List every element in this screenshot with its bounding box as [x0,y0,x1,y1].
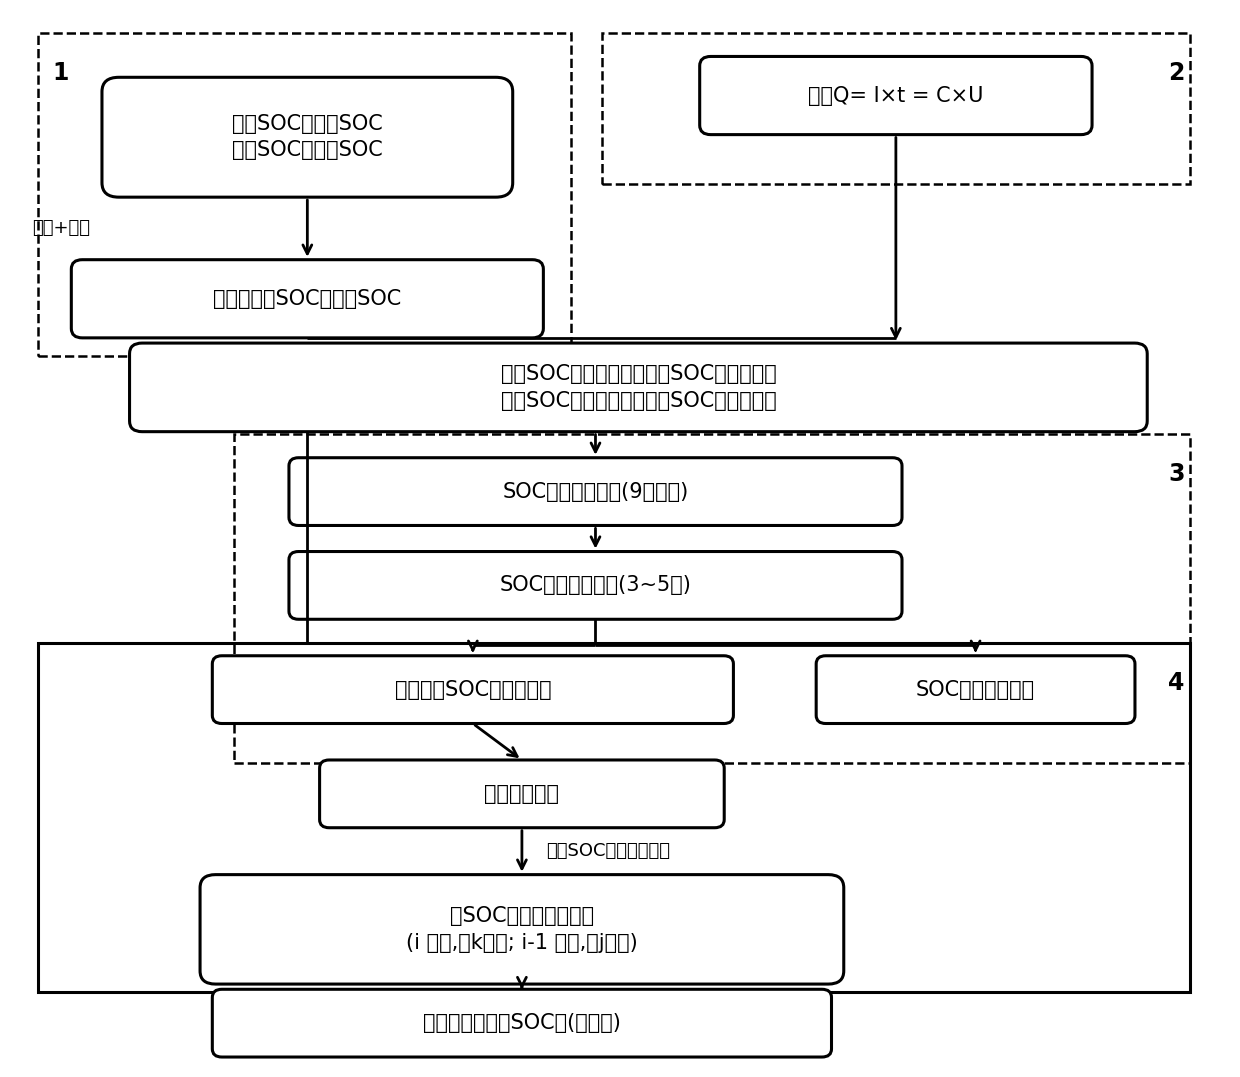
Text: 4: 4 [1168,671,1184,695]
FancyBboxPatch shape [102,78,512,197]
FancyBboxPatch shape [200,875,843,984]
FancyBboxPatch shape [289,458,901,526]
Text: 输出各时刻各点SOC值(带标号): 输出各时刻各点SOC值(带标号) [423,1013,621,1033]
FancyBboxPatch shape [212,656,733,724]
Text: 各时刻的SOC离散点数量: 各时刻的SOC离散点数量 [394,680,551,700]
Text: SOC实际离散间隔: SOC实际离散间隔 [916,680,1035,700]
Bar [37,33,570,356]
FancyBboxPatch shape [816,656,1135,724]
Text: 电量Q= I×t = C×U: 电量Q= I×t = C×U [808,85,983,106]
Bar [601,33,1190,184]
FancyBboxPatch shape [320,760,724,828]
Text: 最高SOC对应为第一点: 最高SOC对应为第一点 [547,842,671,861]
Text: 总离散点数量: 总离散点数量 [485,784,559,803]
Bar [37,643,1190,992]
FancyBboxPatch shape [129,344,1147,432]
FancyBboxPatch shape [212,990,832,1057]
Text: 各时刻最高SOC、最低SOC: 各时刻最高SOC、最低SOC [213,289,402,309]
Text: 起点+梯度: 起点+梯度 [32,220,89,237]
FancyBboxPatch shape [699,56,1092,135]
Text: 2: 2 [1168,61,1184,85]
Text: SOC可行域的划分(3~5个): SOC可行域的划分(3~5个) [500,575,692,596]
Text: 初始SOC、最终SOC
最大SOC、最小SOC: 初始SOC、最终SOC 最大SOC、最小SOC [232,114,383,160]
Text: 对SOC离散点进行标号
(i 时刻,第k个点; i-1 时刻,第j个点): 对SOC离散点进行标号 (i 时刻,第k个点; i-1 时刻,第j个点) [405,906,637,952]
FancyBboxPatch shape [72,260,543,338]
Text: SOC可行域的离散(9种情况): SOC可行域的离散(9种情况) [502,481,688,502]
Text: 1: 1 [52,61,68,85]
Bar [37,643,1190,992]
Bar [234,434,1190,763]
FancyBboxPatch shape [289,551,901,619]
Text: 初始SOC的上升时刻、初始SOC的下降时刻
最终SOC的上升时刻、最终SOC的下降时刻: 初始SOC的上升时刻、初始SOC的下降时刻 最终SOC的上升时刻、最终SOC的下… [501,364,776,410]
Text: 3: 3 [1168,462,1184,487]
